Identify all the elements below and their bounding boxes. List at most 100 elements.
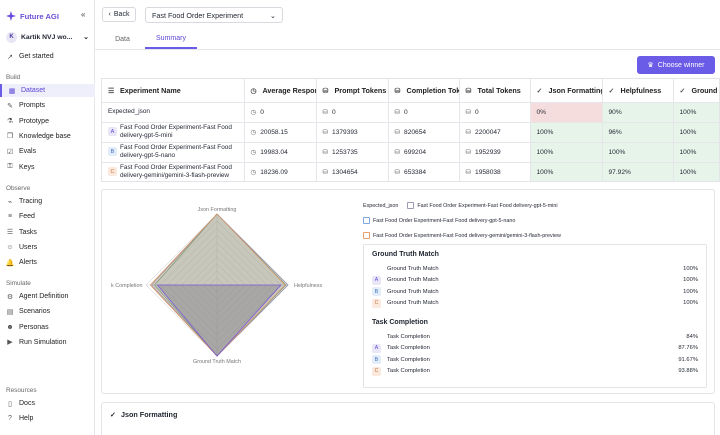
nav-keys[interactable]: ⚿ Keys xyxy=(0,161,95,174)
nav-get-started[interactable]: ↗ Get started xyxy=(0,50,95,63)
check-circle-icon: ✓ xyxy=(536,85,543,95)
feed-icon: ≡ xyxy=(7,213,13,221)
score-label: Ground Truth Match xyxy=(387,277,439,284)
nav-users[interactable]: ☺ Users xyxy=(0,241,95,254)
nav-label: Agent Definition xyxy=(19,293,69,300)
chevron-down-icon: ⌄ xyxy=(83,34,89,41)
nav-label: Tasks xyxy=(19,228,37,236)
nav-tracing[interactable]: ⌁ Tracing xyxy=(0,195,95,208)
prototype-icon: ⚗ xyxy=(6,118,14,126)
cell-avg: ◷ 18236.09 xyxy=(244,162,317,181)
radar-chart: Json Formatting Helpfulness Ground Truth… xyxy=(111,207,322,365)
nav-feed[interactable]: ≡ Feed xyxy=(0,210,95,223)
score-row: C Task Completion 93.88% xyxy=(372,366,698,378)
nav-help[interactable]: ? Help xyxy=(0,412,95,425)
table-header-row: ☰ Experiment Name ◷ Average Respons ⛁ Promp… xyxy=(102,79,719,103)
cell-value: 0 xyxy=(404,109,408,116)
cell-avg: ◷ 0 xyxy=(244,102,317,123)
score-row: A Task Completion 87.76% xyxy=(372,343,698,355)
col-ground[interactable]: ✓ Ground xyxy=(673,79,719,103)
legend-item[interactable]: Expected_json Fast Food Order Experiment-… xyxy=(363,198,561,213)
variant-tag: C xyxy=(372,298,381,308)
cell-avg: ◷ 19983.04 xyxy=(244,142,317,163)
nav-tasks[interactable]: ☰ Tasks xyxy=(0,226,95,239)
nav-scenarios[interactable]: ▤ Scenarios xyxy=(0,305,95,318)
legend-swatch xyxy=(407,202,415,209)
nav-run-simulation[interactable]: ▶ Run Simulation xyxy=(0,336,95,349)
agent-definition-icon: ⚙ xyxy=(6,293,14,301)
legend-item[interactable]: Fast Food Order Experiment-Fast Food del… xyxy=(363,213,561,228)
col-json-formatting[interactable]: ✓ Json Formatting xyxy=(530,79,603,103)
nav-docs[interactable]: ▯ Docs xyxy=(0,397,95,410)
cell-value: 19983.04 xyxy=(260,149,288,156)
col-helpfulness[interactable]: ✓ Helpfulness xyxy=(602,79,674,103)
section-observe: Observe xyxy=(6,185,31,192)
experiment-name-text: Fast Food Order Experiment-Fast Food del… xyxy=(120,164,232,179)
workspace-switcher[interactable]: K Kartik NVJ wo... ⌄ xyxy=(6,30,89,44)
cell-completion: ⛁ 653384 xyxy=(388,162,460,181)
nav-prompts[interactable]: ✎ Prompts xyxy=(0,99,95,112)
table-row[interactable]: A Fast Food Order Experiment-Fast Food de… xyxy=(102,122,719,143)
table-row[interactable]: B Fast Food Order Experiment-Fast Food de… xyxy=(102,142,719,163)
coins-icon: ⛁ xyxy=(465,169,472,176)
col-experiment-name[interactable]: ☰ Experiment Name xyxy=(102,79,245,103)
back-button[interactable]: ‹ Back xyxy=(102,7,136,22)
clock-icon: ◷ xyxy=(250,85,257,95)
scenarios-icon: ▤ xyxy=(6,308,14,316)
tab-data[interactable]: Data xyxy=(115,35,130,43)
nav-agent-definition[interactable]: ⚙ Agent Definition xyxy=(0,290,95,303)
radar-series-3[interactable] xyxy=(156,284,282,357)
score-value: 84% xyxy=(686,333,698,340)
table-row[interactable]: C Fast Food Order Experiment-Fast Food de… xyxy=(102,162,719,181)
col-label: Ground xyxy=(691,85,718,95)
axis-label-ground-truth: Ground Truth Match xyxy=(193,359,241,365)
clock-icon: ◷ xyxy=(250,149,257,156)
docs-icon: ▯ xyxy=(8,400,12,408)
table-row[interactable]: Expected_json ◷ 0 ⛁ 0 ⛁ 0 ⛁ 0 0% 90% 100% xyxy=(102,102,719,123)
coins-icon: ⛁ xyxy=(394,169,401,176)
col-label: Completion Toke xyxy=(406,85,459,95)
experiment-select[interactable]: Fast Food Order Experiment ⌄ xyxy=(145,7,283,23)
nav-knowledge-base[interactable]: ❐ Knowledge base xyxy=(0,130,95,143)
cell-total: ⛁ 1952939 xyxy=(459,142,531,163)
cell-help: 90% xyxy=(602,102,674,123)
ground-truth-title: Ground Truth Match xyxy=(372,251,439,258)
cell-ground: 100% xyxy=(673,122,719,143)
choose-winner-button[interactable]: ♛ Choose winner xyxy=(637,56,715,74)
col-average-response[interactable]: ◷ Average Respons xyxy=(244,79,317,103)
score-label: Task Completion xyxy=(387,368,430,375)
score-row: C Ground Truth Match 100% xyxy=(372,298,698,310)
collapse-sidebar-icon[interactable]: « xyxy=(81,10,86,19)
tab-summary[interactable]: Summary xyxy=(145,29,197,49)
col-label: Total Tokens xyxy=(477,85,521,95)
brand-logo[interactable]: Future AGI xyxy=(6,9,59,23)
workspace-avatar: K xyxy=(6,31,17,43)
coins-icon: ⛁ xyxy=(322,85,329,95)
col-completion-tokens[interactable]: ⛁ Completion Toke xyxy=(388,79,460,103)
col-total-tokens[interactable]: ⛁ Total Tokens xyxy=(459,79,531,103)
nav-prototype[interactable]: ⚗ Prototype xyxy=(0,115,95,128)
col-prompt-tokens[interactable]: ⛁ Prompt Tokens xyxy=(316,79,389,103)
nav-evals[interactable]: ☑ Evals xyxy=(0,145,95,158)
cell-help: 100% xyxy=(602,142,674,163)
col-label: Experiment Name xyxy=(120,85,181,95)
nav-alerts[interactable]: 🔔 Alerts xyxy=(0,256,95,269)
json-formatting-title: Json Formatting xyxy=(121,410,178,419)
nav-label: Feed xyxy=(19,213,35,221)
cell-value: 1379393 xyxy=(332,129,358,136)
nav-dataset[interactable]: ▦ Dataset xyxy=(0,84,95,97)
choose-winner-label: Choose winner xyxy=(657,61,705,69)
legend-item[interactable]: Fast Food Order Experiment-Fast Food del… xyxy=(363,228,561,243)
score-value: 100% xyxy=(683,288,698,295)
cell-avg: ◷ 20058.15 xyxy=(244,122,317,143)
nav-label: Users xyxy=(19,243,38,251)
check-circle-icon: ✓ xyxy=(110,410,117,419)
radar-panel: Json Formatting Helpfulness Ground Truth… xyxy=(101,189,715,394)
cell-json: 0% xyxy=(530,102,603,123)
cell-completion: ⛁ 699204 xyxy=(388,142,460,163)
nav-label: Evals xyxy=(19,148,37,156)
users-icon: ☺ xyxy=(6,243,14,251)
legend-swatch xyxy=(363,232,370,239)
nav-personas[interactable]: ☻ Personas xyxy=(0,321,95,334)
